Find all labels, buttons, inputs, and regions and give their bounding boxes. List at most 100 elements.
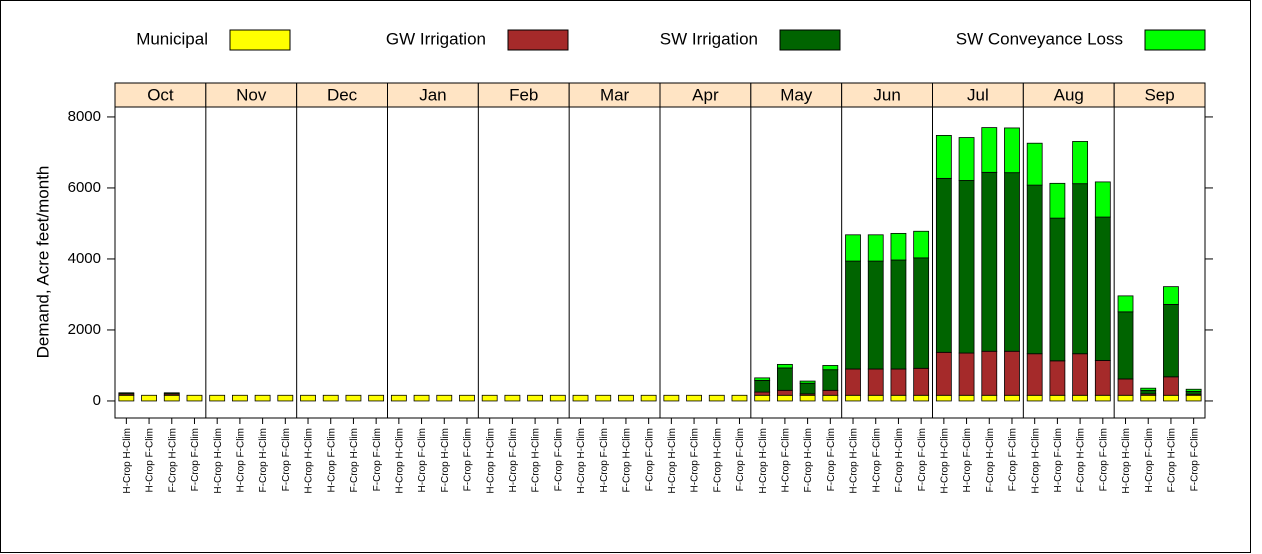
- bar-segment: [504, 394, 521, 402]
- bar-segment: [776, 363, 793, 369]
- bar-segment: [981, 394, 998, 402]
- legend-swatch: [229, 29, 291, 51]
- bar-segment: [845, 394, 861, 402]
- bar-segment: [958, 352, 975, 396]
- bar-segment: [300, 394, 316, 402]
- bar-segment: [958, 180, 975, 354]
- x-tick-label: F-Crop F-Clim: [735, 428, 746, 491]
- y-tick-label: 4000: [68, 250, 101, 267]
- bar-segment: [935, 135, 952, 179]
- bar-segment: [1026, 184, 1043, 355]
- bar-segment: [822, 394, 839, 402]
- strip-label: Mar: [600, 85, 630, 104]
- x-tick-label: H-Crop F-Clim: [417, 428, 428, 492]
- bar-segment: [822, 365, 839, 371]
- bar-segment: [1140, 387, 1157, 391]
- bar-segment: [118, 392, 135, 395]
- bar-segment: [913, 367, 930, 396]
- bar-segment: [776, 367, 793, 391]
- legend-swatch: [779, 29, 841, 51]
- x-tick-label: H-Crop H-Clim: [939, 428, 950, 494]
- bar-segment: [1117, 311, 1134, 380]
- bar-segment: [845, 368, 861, 396]
- x-tick-label: F-Crop F-Clim: [553, 428, 564, 491]
- bar-segment: [1117, 295, 1134, 313]
- bar-segment: [163, 394, 180, 402]
- x-tick-label: F-Crop F-Clim: [1189, 428, 1200, 491]
- bar-segment: [1140, 389, 1157, 395]
- strip-label: Feb: [509, 85, 538, 104]
- bar-segment: [799, 380, 816, 384]
- x-tick-label: F-Crop F-Clim: [826, 428, 837, 491]
- bar-segment: [913, 394, 930, 402]
- bar-segment: [1026, 142, 1043, 186]
- strip-label: May: [780, 85, 813, 104]
- bar-segment: [1185, 390, 1202, 395]
- bar-segment: [822, 369, 839, 391]
- bar-segment: [1049, 360, 1066, 396]
- y-tick-label: 2000: [68, 321, 101, 338]
- x-tick-label: F-Crop H-Clim: [894, 428, 905, 492]
- bar-segment: [572, 394, 589, 402]
- x-tick-label: F-Crop F-Clim: [190, 428, 201, 491]
- strip: [932, 82, 1024, 108]
- strip-label: Oct: [147, 85, 174, 104]
- bar-segment: [845, 234, 861, 262]
- bar-segment: [1094, 394, 1111, 402]
- bar-segment: [390, 394, 407, 402]
- bar-segment: [935, 177, 952, 353]
- bar-segment: [595, 394, 612, 402]
- bar-segment: [822, 389, 839, 396]
- bar-segment: [640, 394, 657, 402]
- x-tick-label: H-Crop H-Clim: [213, 428, 224, 494]
- x-tick-label: F-Crop H-Clim: [622, 428, 633, 492]
- bar-segment: [708, 394, 725, 402]
- bar-segment: [867, 260, 884, 370]
- bar-segment: [322, 394, 339, 402]
- bar-segment: [436, 394, 453, 402]
- x-tick-label: H-Crop F-Clim: [781, 428, 792, 492]
- strip-label: Jan: [419, 85, 446, 104]
- bar-segment: [1163, 376, 1179, 396]
- bar-segment: [1117, 394, 1134, 402]
- bar-segment: [527, 394, 544, 402]
- x-tick-label: F-Crop F-Clim: [644, 428, 655, 491]
- strip-label: Nov: [236, 85, 267, 104]
- x-tick-label: H-Crop H-Clim: [758, 428, 769, 494]
- legend-swatch: [1144, 29, 1206, 51]
- bar-segment: [277, 394, 294, 402]
- x-tick-label: F-Crop F-Clim: [1008, 428, 1019, 491]
- bar-segment: [549, 394, 566, 402]
- y-tick-label: 6000: [68, 179, 101, 196]
- bar-segment: [459, 394, 475, 402]
- bar-segment: [981, 350, 998, 396]
- bar-segment: [1163, 394, 1179, 402]
- bar-segment: [231, 394, 248, 402]
- strip: [477, 82, 570, 108]
- x-tick-label: F-Crop F-Clim: [463, 428, 474, 491]
- bar-segment: [1140, 394, 1157, 402]
- strip-label: Jun: [873, 85, 900, 104]
- bar-segment: [1072, 394, 1089, 402]
- strip-label: Jul: [967, 85, 989, 104]
- y-axis-label: Demand, Acre feet/month: [33, 166, 52, 359]
- bar-segment: [686, 394, 702, 402]
- legend-label: SW Conveyance Loss: [956, 29, 1123, 48]
- bar-segment: [890, 394, 907, 402]
- bar-segment: [867, 368, 884, 396]
- bar-segment: [1185, 394, 1202, 402]
- bar-segment: [958, 394, 975, 402]
- strip: [750, 82, 843, 108]
- bar-segment: [186, 394, 203, 402]
- x-tick-label: F-Crop H-Clim: [712, 428, 723, 492]
- bar-segment: [141, 394, 157, 402]
- bar-segment: [1004, 127, 1020, 174]
- bar-segment: [209, 394, 226, 402]
- bar-segment: [413, 394, 430, 402]
- x-tick-label: H-Crop F-Clim: [690, 428, 701, 492]
- x-tick-label: H-Crop H-Clim: [122, 428, 133, 494]
- bar-segment: [1072, 141, 1089, 185]
- bar-segment: [1185, 388, 1202, 392]
- bar-segment: [981, 171, 998, 352]
